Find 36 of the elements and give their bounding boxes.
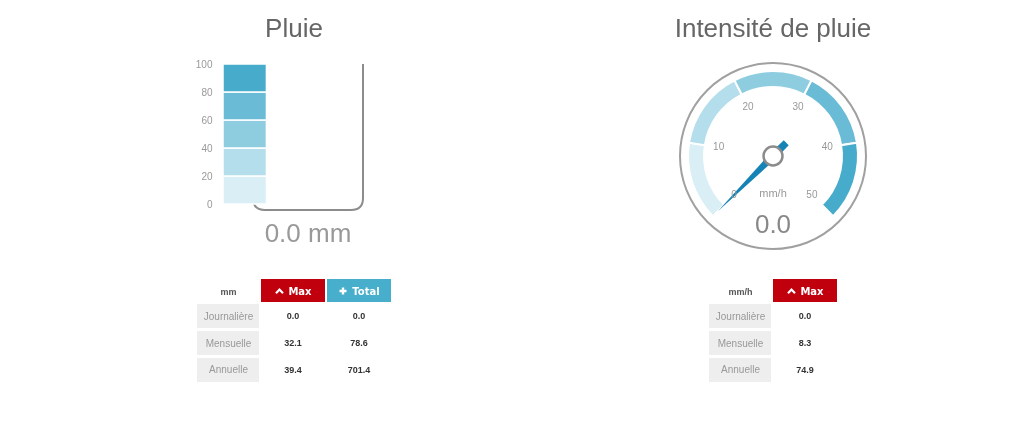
y-tick-label: Annuelle — [721, 364, 761, 376]
data-label: 78.6 — [350, 338, 368, 348]
x-tick-label: Max — [800, 285, 825, 297]
data-label: 0.0 — [798, 311, 812, 322]
text: 0.0 — [754, 209, 792, 239]
y-tick-label: Mensuelle — [205, 337, 252, 349]
data-label: 8.3 — [798, 338, 812, 348]
slice-label: 30 — [792, 100, 804, 112]
data-label: 74.9 — [796, 364, 814, 375]
data-label: 39.4 — [284, 364, 302, 375]
y-tick-label: Journalière — [203, 310, 254, 322]
y-tick-label: 40 — [201, 142, 213, 154]
text: mm/h — [759, 187, 787, 199]
y-tick-label: Annuelle — [209, 364, 249, 376]
data-label: 32.1 — [284, 338, 302, 348]
y-tick-label: 20 — [201, 170, 213, 182]
y-tick-label: 100 — [195, 58, 213, 70]
y-axis-title: mm — [220, 286, 237, 297]
y-axis-title: mm/h — [728, 286, 753, 297]
y-tick-label: Journalière — [715, 310, 766, 322]
slice-label: 10 — [713, 141, 725, 153]
data-label: 0.0 — [352, 311, 366, 322]
chart-title: Pluie — [265, 13, 323, 43]
slice-label: 40 — [821, 141, 834, 153]
text: 50 — [806, 188, 818, 200]
text: 0.0 mm — [264, 218, 352, 248]
chart-title: Intensité de pluie — [674, 13, 872, 43]
y-tick-label: Mensuelle — [717, 337, 764, 349]
slice-label: 20 — [742, 100, 755, 112]
data-label: 0.0 — [286, 311, 300, 322]
data-label: 701.4 — [347, 364, 371, 375]
x-tick-label: Max — [288, 285, 313, 297]
y-tick-label: 80 — [201, 86, 213, 98]
x-tick-label: Total — [352, 285, 380, 297]
y-tick-label: 0 — [206, 198, 213, 210]
y-tick-label: 60 — [201, 114, 213, 126]
